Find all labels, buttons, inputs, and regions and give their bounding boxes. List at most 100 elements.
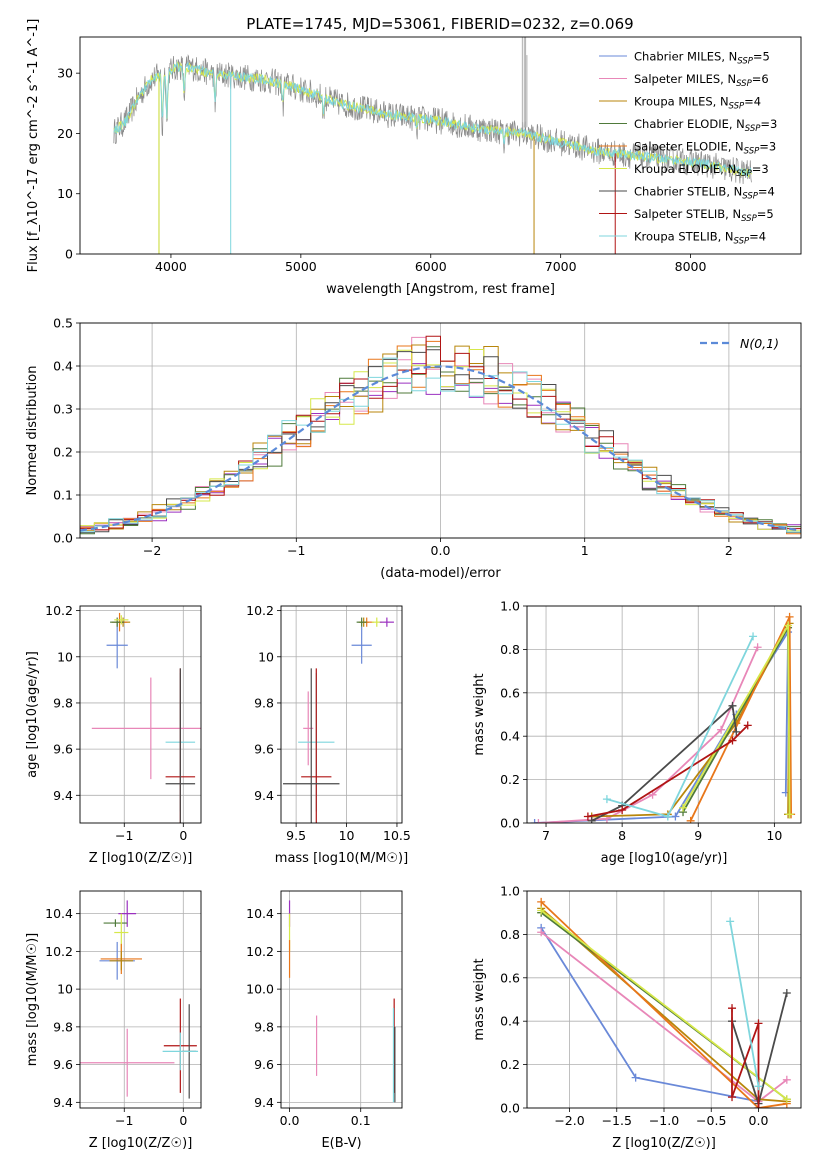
z-weight-marker	[728, 1004, 737, 1013]
z-mass-ytick-label: 10.2	[45, 944, 73, 959]
mass-age-xtick-label: 10	[339, 828, 355, 843]
residuals-ytick-label: 0.3	[53, 402, 73, 417]
residuals-xlabel: (data-model)/error	[380, 566, 501, 581]
age-weight-marker	[663, 812, 672, 821]
z-weight-xtick-label: −1.5	[602, 1113, 632, 1128]
z-weight-ytick-label: 0.8	[500, 927, 520, 942]
age-weight-marks	[530, 612, 796, 823]
z-age-marks	[91, 612, 201, 823]
age-weight-marker	[583, 812, 592, 821]
spectrum-model-line	[113, 61, 752, 178]
legend-text: Salpeter STELIB, N	[634, 207, 741, 221]
mass-age-panel: 9.5 10 10.5 9.4 9.6 9.8 10 10.2 mass [log10(M/M☉…	[246, 603, 411, 866]
spectrum-frame	[79, 36, 802, 255]
ebv-mass-ytick-label: 9.8	[254, 1019, 274, 1034]
residuals-marks	[80, 335, 801, 535]
residuals-xtick-label: −2	[143, 543, 161, 558]
spectrum-legend-label: Chabrier STELIB, NSSP=4	[634, 185, 775, 202]
mass-age-ytick-label: 9.6	[254, 742, 274, 757]
z-mass-ytick-label: 9.8	[53, 1019, 73, 1034]
z-weight-ytick-label: 0.4	[500, 1014, 520, 1029]
z-weight-marker	[782, 1075, 791, 1084]
ebv-mass-xlabel: E(B-V)	[321, 1136, 361, 1151]
age-weight-line	[591, 704, 738, 822]
z-mass-xtick-label: 0	[179, 1113, 187, 1128]
legend-subscript: SSP	[736, 169, 752, 179]
age-weight-marker	[785, 810, 794, 819]
residuals-ytick-label: 0.5	[53, 316, 73, 331]
spectrum-legend-label: Kroupa ELODIE, NSSP=3	[634, 162, 769, 179]
legend-subscript: SSP	[736, 79, 752, 89]
spectrum-xtick-label: 5000	[285, 259, 317, 274]
spectrum-ytick-label: 20	[57, 126, 73, 141]
residuals-xtick-label: 2	[725, 543, 733, 558]
z-mass-ylabel: mass [log10(M/M☉)]	[25, 933, 40, 1066]
z-weight-ytick-label: 0.0	[500, 1101, 520, 1116]
legend-nssp: =6	[752, 72, 769, 86]
residual-histogram-step	[80, 335, 801, 531]
z-weight-marker	[631, 1073, 640, 1082]
spectrum-ytick-label: 30	[57, 66, 73, 81]
spectrum-xtick-label: 6000	[415, 259, 447, 274]
residual-gaussian-curve	[80, 365, 801, 532]
residuals-ylabel: Normed distribution	[25, 366, 40, 496]
legend-text: Chabrier STELIB, N	[634, 185, 742, 199]
spectrum-xtick-label: 4000	[155, 259, 187, 274]
age-weight-marker	[732, 727, 741, 736]
legend-nssp: =4	[744, 95, 761, 109]
spectrum-ytick-label: 10	[57, 186, 73, 201]
spectrum-panel: 4000 5000 6000 7000 8000 0 10 20 30 wavelength [A…	[26, 19, 802, 297]
legend-nssp: =4	[749, 230, 766, 244]
z-age-ytick-label: 10	[57, 649, 73, 664]
spectrum-legend-label: Salpeter ELODIE, NSSP=3	[634, 140, 776, 157]
legend-nssp: =3	[760, 117, 777, 131]
z-age-ytick-label: 9.6	[53, 742, 73, 757]
legend-text: Kroupa STELIB, N	[634, 230, 734, 244]
age-weight-panel: 7 8 9 10 0.0 0.2 0.4 0.6 0.8 1.0 age [log10(age/yr…	[472, 599, 802, 866]
z-weight-ytick-label: 0.6	[500, 970, 520, 985]
z-age-ytick-label: 9.8	[53, 695, 73, 710]
mass-age-xtick-label: 10.5	[383, 828, 411, 843]
z-weight-ytick-label: 0.2	[500, 1057, 520, 1072]
z-weight-marker	[537, 928, 546, 937]
age-weight-xtick-label: 7	[542, 828, 550, 843]
age-weight-line	[534, 628, 790, 823]
z-weight-marker	[782, 988, 791, 997]
legend-subscript: SSP	[744, 147, 760, 157]
z-weight-marker	[782, 1095, 791, 1104]
age-weight-marker	[679, 803, 688, 812]
age-weight-marker	[618, 805, 627, 814]
z-weight-xtick-label: 0.0	[749, 1113, 769, 1128]
mass-age-xtick-label: 9.5	[286, 828, 306, 843]
residuals-panel: −2 −1 0.0 1 2 0.0 0.1 0.2 0.3 0.4 0.5 (data-model)/…	[25, 316, 802, 581]
ebv-mass-marks	[288, 900, 396, 1103]
residuals-ytick-label: 0.1	[53, 488, 73, 503]
residuals-xtick-label: −1	[287, 543, 305, 558]
z-mass-xtick-label: −1	[115, 1113, 133, 1128]
age-weight-marker	[728, 701, 737, 710]
age-weight-marker	[587, 816, 596, 823]
legend-nssp: =3	[752, 162, 769, 176]
z-weight-marker	[728, 1093, 737, 1102]
z-weight-marker	[537, 897, 546, 906]
age-weight-marker	[749, 632, 758, 641]
legend-text: Salpeter MILES, N	[634, 72, 736, 86]
legend-subscript: SSP	[742, 192, 758, 202]
z-weight-line	[540, 909, 788, 1101]
z-weight-xtick-label: −2.0	[554, 1113, 584, 1128]
residuals-ytick-label: 0.2	[53, 445, 73, 460]
age-weight-ytick-label: 0.2	[500, 772, 520, 787]
legend-nssp: =5	[757, 207, 774, 221]
legend-subscript: SSP	[737, 57, 753, 67]
z-weight-frame	[526, 890, 802, 1109]
ebv-mass-panel: 0.0 0.1 9.4 9.6 9.8 10.0 10.2 10.4 E(B-V)	[246, 890, 403, 1151]
spectrum-legend-label: Chabrier ELODIE, NSSP=3	[634, 117, 777, 134]
age-weight-marker	[530, 819, 539, 823]
z-weight-xtick-label: −1.0	[649, 1113, 679, 1128]
mass-age-marks	[283, 617, 394, 823]
z-mass-ytick-label: 9.4	[53, 1095, 73, 1110]
age-weight-marker	[743, 721, 752, 730]
age-weight-xtick-label: 9	[694, 828, 702, 843]
spectrum-ylabel: Flux [f_λ10^-17 erg cm^-2 s^-1 A^-1]	[26, 19, 41, 273]
